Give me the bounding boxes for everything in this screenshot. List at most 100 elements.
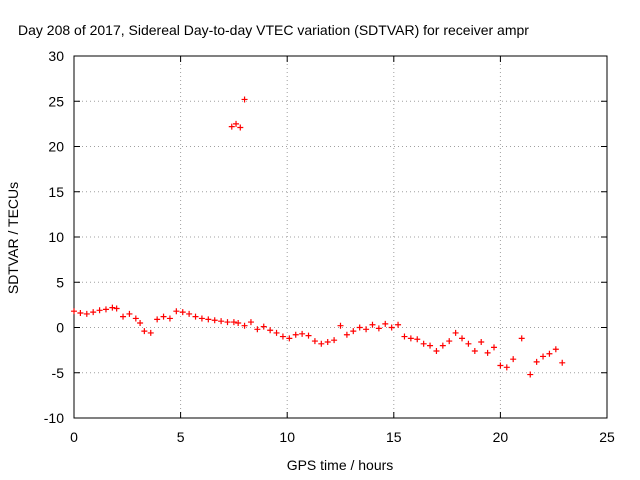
data-point xyxy=(241,96,248,103)
data-point xyxy=(211,317,218,324)
data-point xyxy=(559,359,566,366)
data-point xyxy=(318,340,325,347)
data-point xyxy=(102,306,109,313)
data-point xyxy=(154,316,161,323)
data-point xyxy=(414,336,421,343)
data-point xyxy=(427,342,434,349)
data-point xyxy=(459,335,466,342)
data-point xyxy=(439,342,446,349)
data-point xyxy=(478,338,485,345)
y-tick-label: 5 xyxy=(56,274,64,290)
data-point xyxy=(173,308,180,315)
plot-frame xyxy=(73,55,608,419)
x-tick-label: 20 xyxy=(493,429,509,445)
data-point xyxy=(126,310,133,317)
data-point xyxy=(137,319,144,326)
data-point xyxy=(299,330,306,337)
y-tick-label: 20 xyxy=(48,139,64,155)
data-point xyxy=(113,305,120,312)
data-point xyxy=(186,310,193,317)
data-point xyxy=(375,325,382,332)
data-point xyxy=(433,348,440,355)
grid-layer xyxy=(74,56,607,418)
data-point xyxy=(77,310,84,317)
data-point xyxy=(83,310,90,317)
data-point xyxy=(279,333,286,340)
data-point xyxy=(401,333,408,340)
data-point xyxy=(363,326,370,333)
data-point xyxy=(198,315,205,322)
x-tick-label: 10 xyxy=(279,429,295,445)
x-tick-label: 25 xyxy=(599,429,615,445)
data-point xyxy=(286,335,293,342)
data-point xyxy=(452,329,459,336)
data-point xyxy=(446,338,453,345)
data-point xyxy=(224,319,231,326)
data-point xyxy=(267,327,274,334)
data-point xyxy=(292,331,299,338)
data-point xyxy=(254,326,261,333)
data-point xyxy=(484,349,491,356)
data-point xyxy=(420,340,427,347)
data-point xyxy=(247,319,254,326)
data-point xyxy=(160,313,167,320)
data-point xyxy=(228,123,235,130)
x-tick-label: 15 xyxy=(386,429,402,445)
data-point xyxy=(109,304,116,311)
data-point xyxy=(471,348,478,355)
data-point xyxy=(132,315,139,322)
data-point xyxy=(96,307,103,314)
data-point xyxy=(90,309,97,316)
y-tick-label: 0 xyxy=(56,320,64,336)
data-point xyxy=(350,328,357,335)
y-axis-title: SDTVAR / TECUs xyxy=(5,182,21,294)
data-point xyxy=(382,320,389,327)
data-point xyxy=(540,353,547,360)
data-point xyxy=(71,308,77,315)
data-point xyxy=(273,329,280,336)
data-point xyxy=(324,338,331,345)
y-tick-label: -5 xyxy=(52,365,65,381)
marker-layer xyxy=(71,96,566,378)
data-point xyxy=(546,350,553,357)
data-point xyxy=(491,344,498,351)
data-point xyxy=(510,356,517,363)
data-point xyxy=(147,329,154,336)
data-point xyxy=(395,321,402,328)
data-point xyxy=(230,319,237,326)
data-point xyxy=(388,324,395,331)
y-tick-label: 10 xyxy=(48,229,64,245)
data-point xyxy=(260,323,267,330)
data-point xyxy=(331,337,338,344)
y-tick-label: 15 xyxy=(48,184,64,200)
data-point xyxy=(237,124,244,131)
data-point xyxy=(179,309,186,316)
y-tick-label: 30 xyxy=(48,48,64,64)
data-point xyxy=(311,338,318,345)
x-tick-label: 0 xyxy=(70,429,78,445)
y-tick-label: -10 xyxy=(44,410,64,426)
data-point xyxy=(337,322,344,329)
data-point xyxy=(218,318,225,325)
data-point xyxy=(166,315,173,322)
data-point xyxy=(518,335,525,342)
data-point xyxy=(241,322,248,329)
data-point xyxy=(343,331,350,338)
data-point xyxy=(305,332,312,339)
data-point xyxy=(141,328,148,335)
data-point xyxy=(356,324,363,331)
tick-layer: 0 5 10 15 20 25 -10 -5 0 5 10 15 20 25 30 xyxy=(44,48,615,445)
data-point xyxy=(369,321,376,328)
data-point xyxy=(552,346,559,353)
x-axis-title: GPS time / hours xyxy=(287,457,394,473)
data-point xyxy=(120,313,127,320)
data-point xyxy=(527,371,534,378)
chart-title: Day 208 of 2017, Sidereal Day-to-day VTE… xyxy=(18,22,529,38)
data-point xyxy=(235,319,242,326)
data-point xyxy=(407,335,414,342)
data-point xyxy=(503,364,510,371)
data-point xyxy=(192,313,199,320)
data-point xyxy=(465,340,472,347)
data-point xyxy=(233,120,240,127)
